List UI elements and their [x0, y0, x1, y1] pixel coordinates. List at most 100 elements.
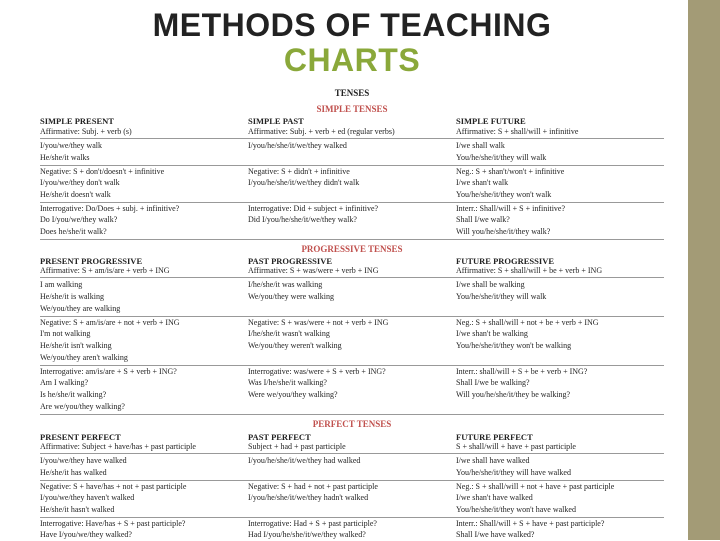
- column: Interrogative: Have/has + S + past parti…: [40, 519, 248, 541]
- example-line: Do I/you/we/they walk?: [40, 214, 242, 226]
- interrogative-rule: Interr.: shall/will + S + be + verb + IN…: [456, 367, 658, 377]
- example-line: I/we shan't be walking: [456, 328, 658, 340]
- negative-rule: Neg.: S + shan't/won't + infinitive: [456, 167, 658, 177]
- section-title: PROGRESSIVE TENSES: [40, 244, 664, 255]
- interrogative-rule: Interrogative: Do/Does + subj. + infinit…: [40, 204, 242, 214]
- example-line: I/we shan't have walked: [456, 492, 658, 504]
- column: Negative: S + had + not + past participl…: [248, 482, 456, 516]
- column-header: PAST PROGRESSIVE: [248, 256, 450, 267]
- example-line: You/he/she/it/they won't have walked: [456, 504, 658, 516]
- column: Negative: S + didn't + infinitiveI/you/h…: [248, 167, 456, 201]
- example-line: You/he/she/it/they will walk: [456, 152, 658, 164]
- negative-row: Negative: S + don't/doesn't + infinitive…: [40, 167, 664, 203]
- slide-content: METHODS OF TEACHING CHARTS TENSES SIMPLE…: [0, 0, 688, 540]
- negative-row: Negative: S + have/has + not + past part…: [40, 482, 664, 518]
- example-line: I'm not walking: [40, 328, 242, 340]
- header-row: SIMPLE PRESENTAffirmative: Subj. + verb …: [40, 116, 664, 139]
- example-line: We/you/they weren't walking: [248, 340, 450, 352]
- example-line: He/she/it doesn't walk: [40, 189, 242, 201]
- column: PRESENT PROGRESSIVEAffirmative: S + am/i…: [40, 256, 248, 277]
- column: I/you/we/they have walkedHe/she/it has w…: [40, 455, 248, 479]
- example-line: I/he/she/it wasn't walking: [248, 328, 450, 340]
- example-line: I/you/we/they have walked: [40, 455, 242, 467]
- column: Interrogative: Do/Does + subj. + infinit…: [40, 204, 248, 238]
- example-line: I/we shall be walking: [456, 279, 658, 291]
- column: Interrogative: am/is/are + S + verb + IN…: [40, 367, 248, 413]
- negative-rule: Neg.: S + shall/will + not + be + verb +…: [456, 318, 658, 328]
- affirmative-rule: Affirmative: S + was/were + verb + ING: [248, 266, 450, 276]
- column: PAST PROGRESSIVEAffirmative: S + was/wer…: [248, 256, 456, 277]
- column: I/you/he/she/it/we/they had walked: [248, 455, 456, 479]
- column: Neg.: S + shall/will + not + be + verb +…: [456, 318, 664, 364]
- affirmative-examples-row: I/you/we/they have walkedHe/she/it has w…: [40, 455, 664, 481]
- negative-row: Negative: S + am/is/are + not + verb + I…: [40, 318, 664, 366]
- affirmative-rule: Affirmative: S + am/is/are + verb + ING: [40, 266, 242, 276]
- interrogative-rule: Interrogative: was/were + S + verb + ING…: [248, 367, 450, 377]
- interrogative-row: Interrogative: am/is/are + S + verb + IN…: [40, 367, 664, 415]
- example-line: You/he/she/it/they will walk: [456, 291, 658, 303]
- column-header: PRESENT PERFECT: [40, 432, 242, 443]
- example-line: Had I/you/he/she/it/we/they walked?: [248, 529, 450, 541]
- column: Negative: S + was/were + not + verb + IN…: [248, 318, 456, 364]
- negative-rule: Negative: S + was/were + not + verb + IN…: [248, 318, 450, 328]
- column: I/you/he/she/it/we/they walked: [248, 140, 456, 164]
- affirmative-rule: Affirmative: S + shall/will + infinitive: [456, 127, 658, 137]
- example-line: Shall I/we walk?: [456, 214, 658, 226]
- example-line: I am walking: [40, 279, 242, 291]
- example-line: I/you/we/they haven't walked: [40, 492, 242, 504]
- affirmative-rule: Affirmative: Subject + have/has + past p…: [40, 442, 242, 452]
- example-line: Shall I/we be walking?: [456, 377, 658, 389]
- column: SIMPLE PRESENTAffirmative: Subj. + verb …: [40, 116, 248, 137]
- example-line: I/we shan't walk: [456, 177, 658, 189]
- column: I/you/we/they walkHe/she/it walks: [40, 140, 248, 164]
- header-row: PRESENT PERFECTAffirmative: Subject + ha…: [40, 432, 664, 455]
- column: Interr.: Shall/will + S + infinitive?Sha…: [456, 204, 664, 238]
- example-line: We/you/they aren't walking: [40, 352, 242, 364]
- column: SIMPLE PASTAffirmative: Subj. + verb + e…: [248, 116, 456, 137]
- example-line: You/he/she/it/they won't walk: [456, 189, 658, 201]
- column: I/he/she/it was walkingWe/you/they were …: [248, 279, 456, 315]
- column-header: SIMPLE PAST: [248, 116, 450, 127]
- column: Interrogative: Had + S + past participle…: [248, 519, 456, 541]
- interrogative-rule: Interrogative: Have/has + S + past parti…: [40, 519, 242, 529]
- accent-sidebar: [688, 0, 720, 540]
- column: I am walkingHe/she/it is walkingWe/you/t…: [40, 279, 248, 315]
- affirmative-examples-row: I am walkingHe/she/it is walkingWe/you/t…: [40, 279, 664, 317]
- column-header: SIMPLE PRESENT: [40, 116, 242, 127]
- section-title: PERFECT TENSES: [40, 419, 664, 430]
- column-header: FUTURE PERFECT: [456, 432, 658, 443]
- column: I/we shall have walkedYou/he/she/it/they…: [456, 455, 664, 479]
- example-line: I/you/we/they don't walk: [40, 177, 242, 189]
- column: FUTURE PERFECTS + shall/will + have + pa…: [456, 432, 664, 453]
- interrogative-rule: Interrogative: am/is/are + S + verb + IN…: [40, 367, 242, 377]
- example-line: We/you/they were walking: [248, 291, 450, 303]
- column: FUTURE PROGRESSIVEAffirmative: S + shall…: [456, 256, 664, 277]
- column-header: PAST PERFECT: [248, 432, 450, 443]
- column: Negative: S + have/has + not + past part…: [40, 482, 248, 516]
- column: Interr.: Shall/will + S + have + past pa…: [456, 519, 664, 541]
- interrogative-rule: Interr.: Shall/will + S + infinitive?: [456, 204, 658, 214]
- title-line-1: METHODS OF TEACHING: [153, 7, 552, 43]
- example-line: He/she/it has walked: [40, 467, 242, 479]
- example-line: I/we shall have walked: [456, 455, 658, 467]
- example-line: Are we/you/they walking?: [40, 401, 242, 413]
- example-line: You/he/she/it/they won't be walking: [456, 340, 658, 352]
- interrogative-row: Interrogative: Do/Does + subj. + infinit…: [40, 204, 664, 240]
- column-header: SIMPLE FUTURE: [456, 116, 658, 127]
- column: Neg.: S + shan't/won't + infinitiveI/we …: [456, 167, 664, 201]
- column: Negative: S + am/is/are + not + verb + I…: [40, 318, 248, 364]
- column: Neg.: S + shall/will + not + have + past…: [456, 482, 664, 516]
- example-line: I/you/we/they walk: [40, 140, 242, 152]
- example-line: He/she/it isn't walking: [40, 340, 242, 352]
- interrogative-rule: Interrogative: Did + subject + infinitiv…: [248, 204, 450, 214]
- negative-rule: Negative: S + had + not + past participl…: [248, 482, 450, 492]
- example-line: Is he/she/it walking?: [40, 389, 242, 401]
- affirmative-rule: Affirmative: Subj. + verb + ed (regular …: [248, 127, 450, 137]
- interrogative-rule: Interrogative: Had + S + past participle…: [248, 519, 450, 529]
- header-row: PRESENT PROGRESSIVEAffirmative: S + am/i…: [40, 256, 664, 279]
- interrogative-rule: Interr.: Shall/will + S + have + past pa…: [456, 519, 658, 529]
- example-line: Shall I/we have walked?: [456, 529, 658, 541]
- column: Interrogative: was/were + S + verb + ING…: [248, 367, 456, 413]
- affirmative-rule: Affirmative: Subj. + verb (s): [40, 127, 242, 137]
- column-header: FUTURE PROGRESSIVE: [456, 256, 658, 267]
